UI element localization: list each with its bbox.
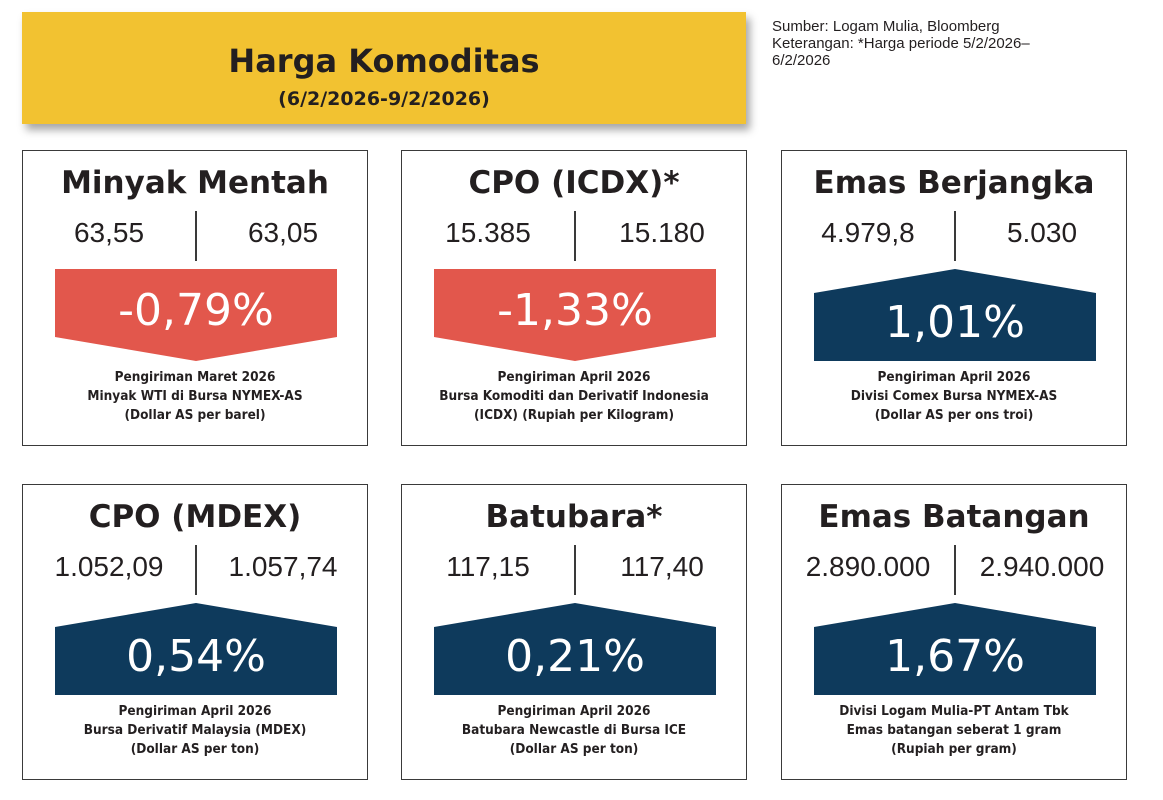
change-arrow-badge: 1,67% — [814, 603, 1096, 695]
change-percent: 1,01% — [885, 297, 1025, 348]
arrow-up-shape — [434, 603, 716, 695]
card-title: Emas Berjangka — [813, 165, 1095, 201]
change-percent: 0,54% — [126, 631, 266, 682]
desc-line: Batubara Newcastle di Bursa ICE — [461, 722, 687, 738]
price-divider — [195, 211, 197, 261]
source-line: Sumber: Logam Mulia, Bloomberg — [772, 18, 1000, 35]
desc-line: (Dollar AS per ton) — [130, 741, 260, 757]
price-previous: 63,55 — [73, 217, 145, 248]
note-line: Keterangan: *Harga periode 5/2/2026– 6/2… — [772, 35, 1030, 69]
source-note: Sumber: Logam Mulia, Bloomberg Keteranga… — [772, 18, 1152, 69]
desc-line: (Dollar AS per ton) — [509, 741, 639, 757]
change-arrow-badge: 0,21% — [434, 603, 716, 695]
commodity-card-minyak-mentah: Minyak Mentah 63,55 63,05 -0,79% Pengiri… — [22, 150, 368, 446]
desc-line: Emas batangan seberat 1 gram — [846, 722, 1062, 738]
change-percent: 1,67% — [885, 631, 1025, 682]
desc-line: (ICDX) (Rupiah per Kilogram) — [474, 407, 674, 423]
desc-line: Bursa Komoditi dan Derivatif Indonesia — [439, 388, 709, 404]
card-title: CPO (MDEX) — [88, 499, 302, 535]
commodity-card-batubara: Batubara* 117,15 117,40 0,21% Pengiriman… — [401, 484, 747, 780]
arrow-up-shape — [55, 603, 337, 695]
price-current: 2.940.000 — [979, 551, 1105, 582]
price-previous: 117,15 — [446, 551, 530, 582]
period-label: (6/2/2026-9/2/2026) — [278, 88, 490, 110]
price-divider — [574, 211, 576, 261]
desc-line: (Dollar AS per ons troi) — [874, 407, 1034, 423]
desc-line: Pengiriman April 2026 — [877, 369, 1031, 385]
card-description: Divisi Logam Mulia-PT Antam Tbk Emas bat… — [786, 702, 1122, 759]
title-banner: Harga Komoditas (6/2/2026-9/2/2026) — [22, 12, 746, 124]
price-current: 5.030 — [1006, 217, 1078, 248]
card-title: Batubara* — [485, 499, 663, 535]
page-title: Harga Komoditas — [228, 42, 540, 80]
commodity-card-emas-berjangka: Emas Berjangka 4.979,8 5.030 1,01% Pengi… — [781, 150, 1127, 446]
desc-line: Divisi Comex Bursa NYMEX-AS — [850, 388, 1058, 404]
price-previous: 15.385 — [445, 217, 531, 248]
card-title: Minyak Mentah — [61, 165, 329, 201]
commodity-card-cpo-mdex: CPO (MDEX) 1.052,09 1.057,74 0,54% Pengi… — [22, 484, 368, 780]
price-current: 15.180 — [619, 217, 705, 248]
price-divider — [574, 545, 576, 595]
change-percent: -0,79% — [118, 285, 274, 336]
price-current: 63,05 — [247, 217, 319, 248]
change-percent: 0,21% — [505, 631, 645, 682]
desc-line: Pengiriman April 2026 — [497, 703, 651, 719]
arrow-down-shape — [434, 269, 716, 361]
price-current: 1.057,74 — [228, 551, 338, 582]
desc-line: (Rupiah per gram) — [891, 741, 1017, 757]
card-description: Pengiriman April 2026 Batubara Newcastle… — [406, 702, 742, 759]
change-arrow-badge: -1,33% — [434, 269, 716, 361]
card-description: Pengiriman Maret 2026 Minyak WTI di Burs… — [27, 368, 363, 425]
arrow-up-shape — [814, 269, 1096, 361]
change-percent: -1,33% — [497, 285, 653, 336]
desc-line: Pengiriman April 2026 — [118, 703, 272, 719]
arrow-up-shape — [814, 603, 1096, 695]
price-current: 117,40 — [620, 551, 704, 582]
desc-line: (Dollar AS per barel) — [124, 407, 266, 423]
commodity-card-cpo-icdx: CPO (ICDX)* 15.385 15.180 -1,33% Pengiri… — [401, 150, 747, 446]
change-arrow-badge: 0,54% — [55, 603, 337, 695]
card-title: CPO (ICDX)* — [468, 165, 680, 201]
desc-line: Minyak WTI di Bursa NYMEX-AS — [87, 388, 303, 404]
price-divider — [954, 211, 956, 261]
price-previous: 4.979,8 — [821, 217, 915, 248]
desc-line: Bursa Derivatif Malaysia (MDEX) — [83, 722, 307, 738]
card-description: Pengiriman April 2026 Bursa Komoditi dan… — [406, 368, 742, 425]
desc-line: Pengiriman Maret 2026 — [114, 369, 276, 385]
price-divider — [954, 545, 956, 595]
card-title: Emas Batangan — [818, 499, 1090, 535]
price-previous: 2.890.000 — [805, 551, 931, 582]
commodity-card-emas-batangan: Emas Batangan 2.890.000 2.940.000 1,67% … — [781, 484, 1127, 780]
change-arrow-badge: -0,79% — [55, 269, 337, 361]
card-description: Pengiriman April 2026 Divisi Comex Bursa… — [786, 368, 1122, 425]
card-description: Pengiriman April 2026 Bursa Derivatif Ma… — [27, 702, 363, 759]
arrow-down-shape — [55, 269, 337, 361]
desc-line: Divisi Logam Mulia-PT Antam Tbk — [839, 703, 1069, 719]
change-arrow-badge: 1,01% — [814, 269, 1096, 361]
price-divider — [195, 545, 197, 595]
price-previous: 1.052,09 — [54, 551, 164, 582]
desc-line: Pengiriman April 2026 — [497, 369, 651, 385]
